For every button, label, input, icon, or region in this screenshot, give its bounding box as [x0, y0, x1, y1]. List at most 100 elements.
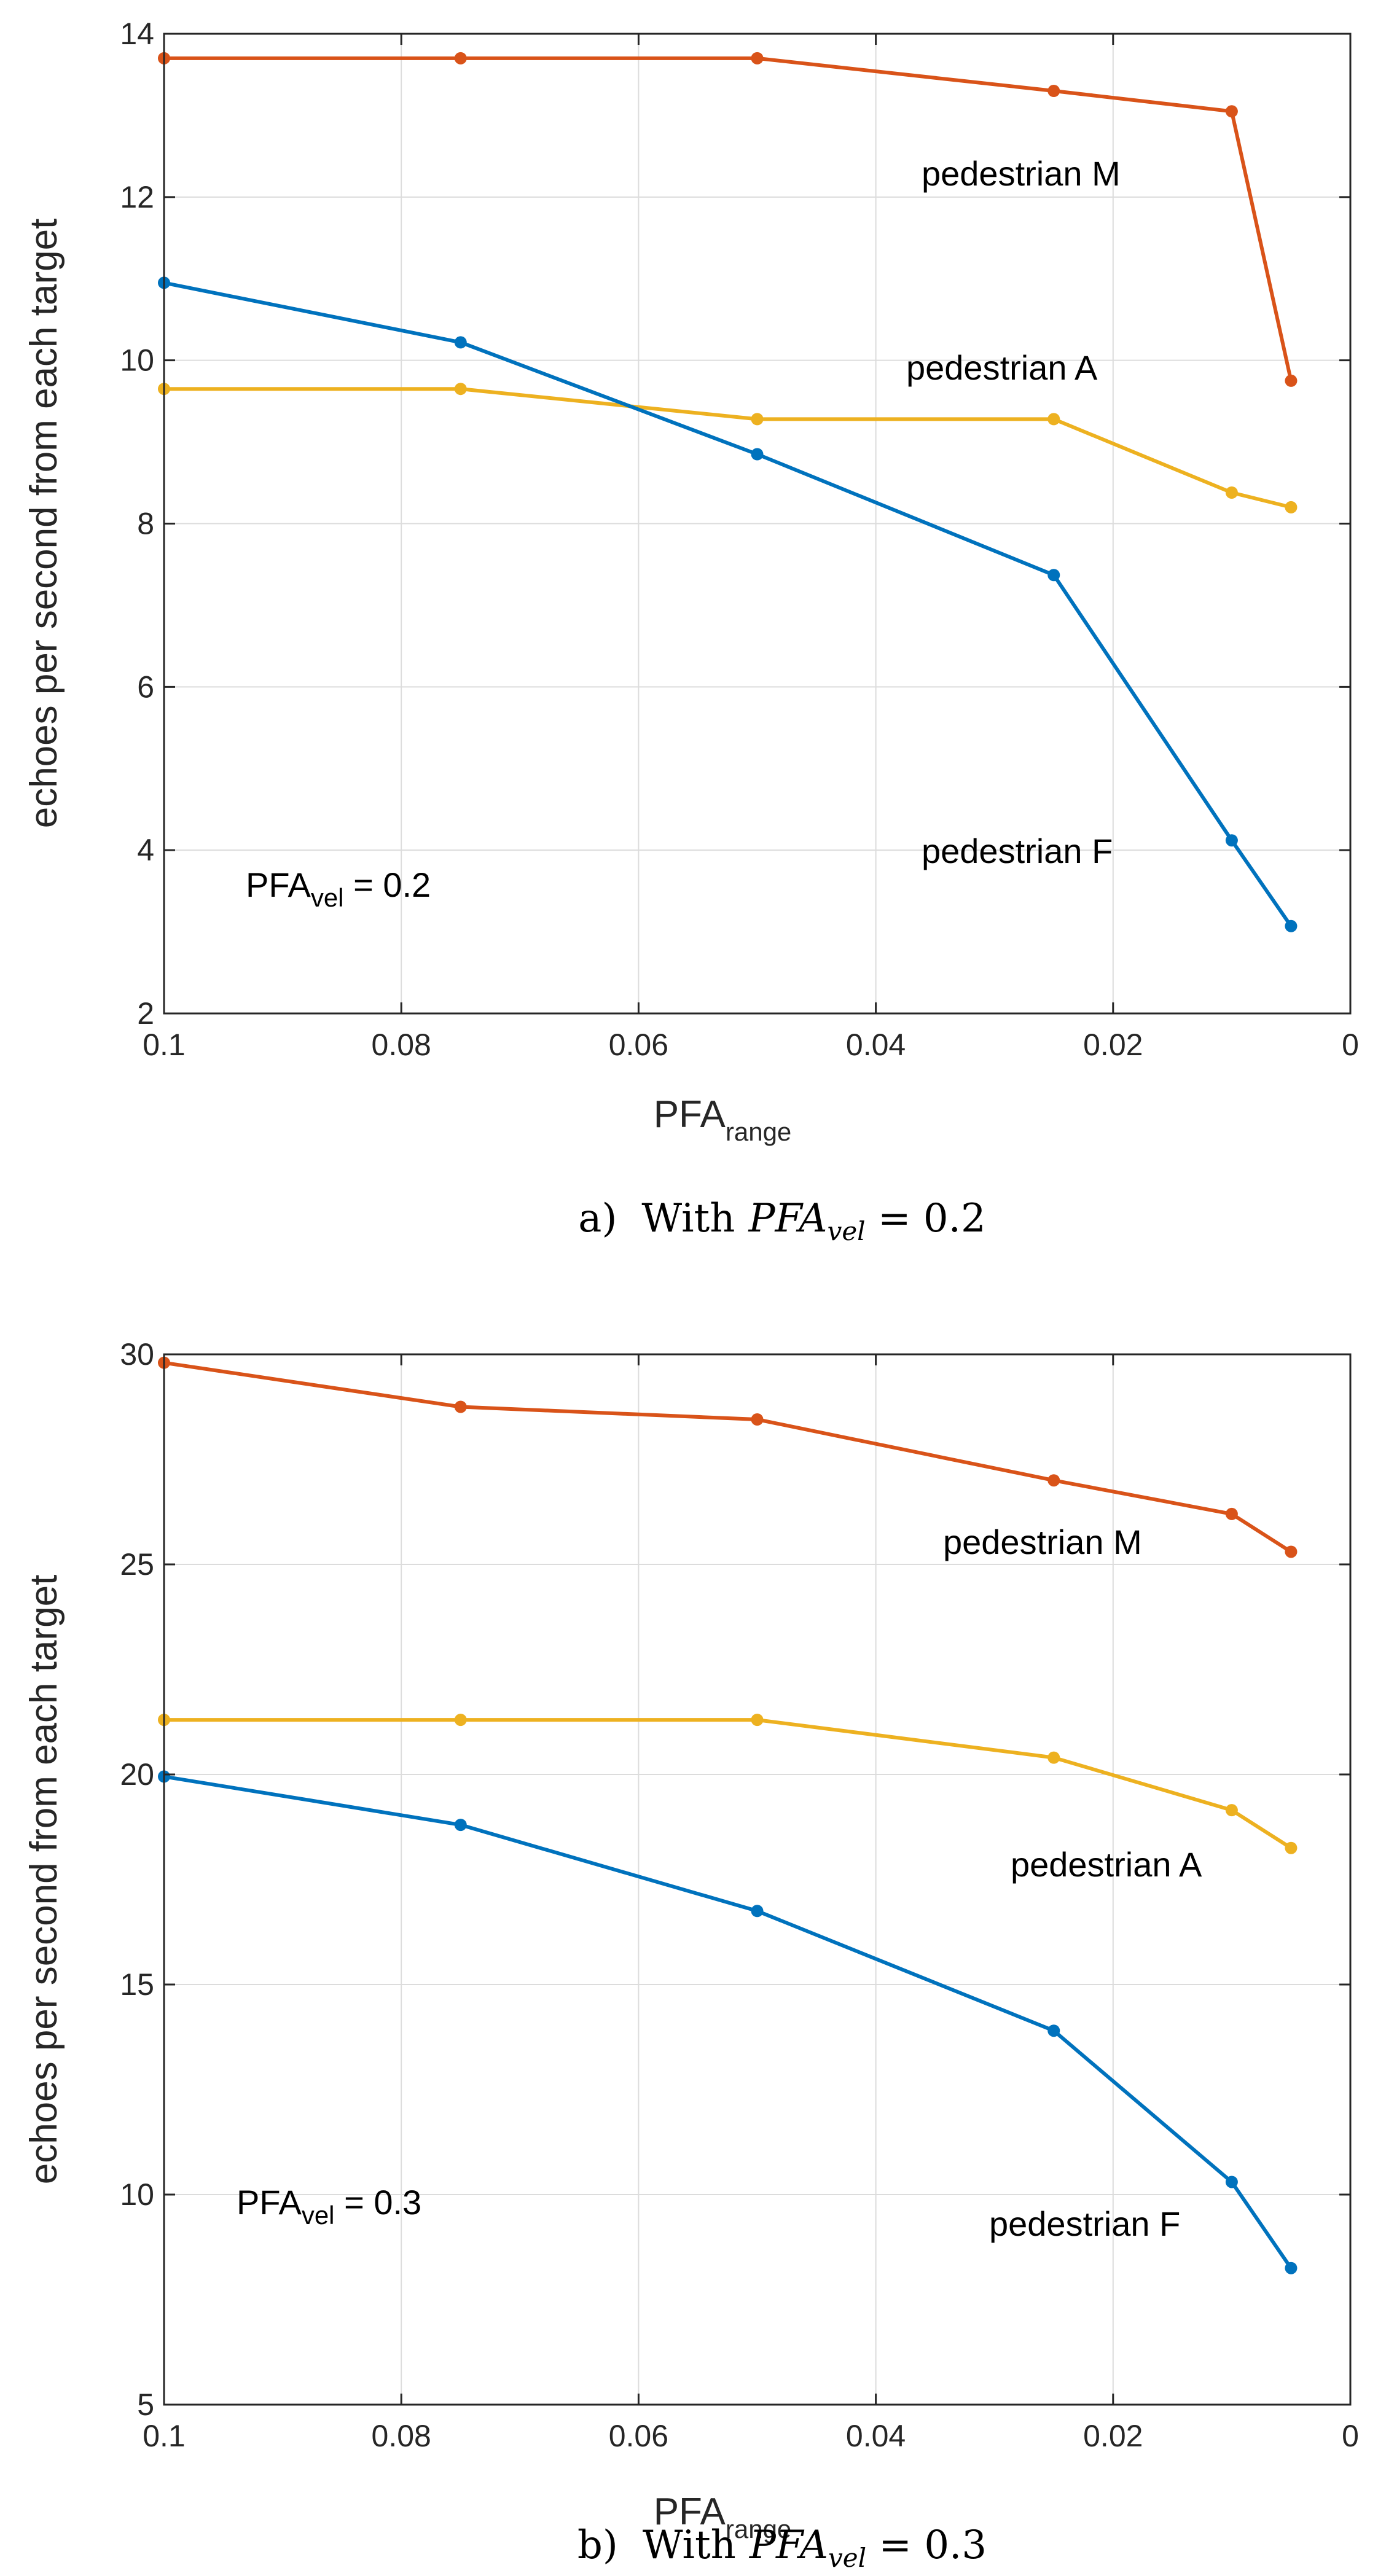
- caption-word: With: [643, 2523, 736, 2568]
- data-point-pedestrian-m: [751, 52, 764, 64]
- y-tick-label: 2: [137, 996, 154, 1031]
- x-tick-label: 0.06: [609, 1028, 668, 1062]
- data-point-pedestrian-a: [1225, 486, 1238, 499]
- series-annotations: pedestrian M pedestrian A pedestrian F: [906, 154, 1121, 870]
- y-tick-label: 14: [120, 17, 154, 51]
- x-axis-label: PFArange: [654, 1093, 792, 1146]
- caption-math-main: PFA: [749, 2523, 828, 2568]
- series-line-pedestrian-m: [164, 56, 1293, 381]
- y-tick-label: 10: [120, 2177, 154, 2212]
- pfa-vel-sub: vel: [302, 2201, 335, 2230]
- plot-frame: [163, 1353, 1352, 2406]
- series-line-pedestrian-f: [163, 1774, 1293, 2270]
- caption-word: With: [641, 1196, 735, 1241]
- y-tick-label: 20: [120, 1757, 154, 1792]
- data-point-pedestrian-f: [1047, 2024, 1060, 2037]
- caption-math-value: = 0.2: [866, 1196, 986, 1241]
- y-tick-label: 5: [137, 2387, 154, 2422]
- data-point-pedestrian-m: [1285, 374, 1298, 387]
- y-tick-label: 30: [120, 1337, 154, 1372]
- y-tick-label: 10: [120, 343, 154, 378]
- y-tick-label: 25: [120, 1547, 154, 1582]
- caption-math-value: = 0.3: [866, 2523, 987, 2568]
- x-tick-label: 0.02: [1083, 2419, 1143, 2453]
- pfa-vel-main: PFA: [237, 2183, 302, 2222]
- data-point-pedestrian-f: [1285, 919, 1298, 932]
- data-point-pedestrian-f: [751, 448, 764, 461]
- annotation-pedestrian-f: pedestrian F: [989, 2204, 1180, 2243]
- annotation-pedestrian-m: pedestrian M: [943, 1523, 1142, 1561]
- caption-b: b) With PFAvel = 0.3: [577, 2523, 987, 2573]
- data-point-pedestrian-f: [454, 1819, 467, 1832]
- data-point-pedestrian-m: [454, 52, 467, 64]
- caption-math-sub: vel: [828, 2543, 866, 2573]
- x-tick-label: 0.02: [1083, 1028, 1143, 1062]
- x-tick-label: 0.06: [609, 2419, 668, 2453]
- caption-math-sub: vel: [828, 1216, 866, 1246]
- data-point-pedestrian-a: [454, 1714, 467, 1727]
- y-axis-label: echoes per second from each target: [23, 1575, 65, 2185]
- data-point-pedestrian-f: [1285, 2262, 1298, 2274]
- data-point-pedestrian-a: [1285, 501, 1298, 513]
- series-line-pedestrian-a: [164, 1718, 1293, 1850]
- x-axis-label-main: PFA: [654, 1093, 726, 1136]
- x-tick-label: 0.04: [846, 2419, 906, 2453]
- data-point-pedestrian-m: [1047, 85, 1060, 98]
- series-lines: [158, 52, 1298, 932]
- annotation-pedestrian-f: pedestrian F: [922, 832, 1113, 870]
- y-tick-label: 8: [137, 507, 154, 541]
- y-tick-label: 4: [137, 833, 154, 867]
- x-tick-label: 0: [1342, 1028, 1359, 1062]
- series-line-pedestrian-f: [163, 281, 1293, 927]
- chart-panel-a: 0.1 0.08 0.06 0.04 0.02 0 2 4 6 8 10 12 14 echoes pe…: [23, 17, 1359, 1246]
- x-tick-label: 0.08: [372, 2419, 431, 2453]
- tick-labels: 0.1 0.08 0.06 0.04 0.02 0 2 4 6 8 10 12 14: [120, 17, 1359, 1062]
- data-point-pedestrian-m: [1047, 1474, 1060, 1487]
- x-tick-label: 0.08: [372, 1028, 431, 1062]
- data-point-pedestrian-a: [454, 383, 467, 396]
- x-tick-label: 0.1: [143, 1028, 186, 1062]
- annotation-pedestrian-m: pedestrian M: [922, 154, 1121, 193]
- data-point-pedestrian-f: [1047, 569, 1060, 582]
- data-point-pedestrian-m: [1285, 1545, 1298, 1558]
- series-line-pedestrian-a: [164, 387, 1292, 509]
- data-point-pedestrian-a: [751, 1714, 764, 1727]
- data-point-pedestrian-a: [1225, 1804, 1238, 1817]
- caption-math-main: PFA: [748, 1196, 827, 1241]
- x-axis-label-main: PFA: [654, 2491, 726, 2533]
- data-point-pedestrian-f: [751, 1905, 764, 1918]
- pfa-vel-main: PFA: [246, 865, 311, 904]
- data-point-pedestrian-f: [1225, 2176, 1238, 2188]
- pfa-vel-sub: vel: [311, 883, 344, 912]
- caption-prefix: a): [578, 1196, 617, 1241]
- data-point-pedestrian-f: [454, 336, 467, 349]
- data-point-pedestrian-a: [1285, 1841, 1298, 1854]
- pfa-vel-value: = 0.3: [335, 2183, 422, 2222]
- series-line-pedestrian-m: [163, 1360, 1293, 1554]
- annotation-pedestrian-a: pedestrian A: [906, 348, 1098, 387]
- data-point-pedestrian-m: [751, 1413, 764, 1426]
- series-lines: [158, 1356, 1298, 2274]
- pfa-vel-label: PFAvel = 0.2: [246, 865, 431, 912]
- x-tick-label: 0.04: [846, 1028, 906, 1062]
- data-point-pedestrian-m: [1225, 105, 1238, 118]
- data-point-pedestrian-m: [1225, 1507, 1238, 1520]
- tick-labels: 0.1 0.08 0.06 0.04 0.02 0 5 10 15 20 25 30: [120, 1337, 1359, 2453]
- x-axis-label-sub: range: [726, 2515, 791, 2543]
- y-tick-label: 6: [137, 669, 154, 704]
- chart-panel-b: 0.1 0.08 0.06 0.04 0.02 0 5 10 15 20 25 30 echoes p…: [23, 1337, 1359, 2573]
- data-point-pedestrian-f: [1225, 834, 1238, 847]
- x-axis-label-sub: range: [726, 1117, 791, 1146]
- pfa-vel-label: PFAvel = 0.3: [237, 2183, 421, 2230]
- grid-lines: [163, 33, 1351, 1014]
- data-point-pedestrian-m: [454, 1400, 467, 1413]
- series-annotations: pedestrian M pedestrian A pedestrian F: [943, 1523, 1202, 2243]
- x-tick-label: 0: [1342, 2419, 1359, 2453]
- caption-a: a) With PFAvel = 0.2: [578, 1196, 985, 1246]
- annotation-pedestrian-a: pedestrian A: [1011, 1845, 1202, 1884]
- y-tick-label: 12: [120, 180, 154, 214]
- data-point-pedestrian-a: [1047, 1751, 1060, 1764]
- data-point-pedestrian-a: [751, 413, 764, 426]
- x-tick-label: 0.1: [143, 2419, 186, 2453]
